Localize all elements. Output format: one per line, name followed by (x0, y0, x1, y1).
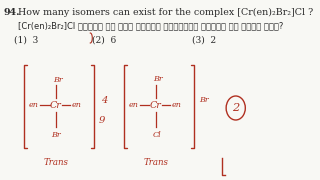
Text: Br: Br (51, 131, 61, 139)
Text: Br: Br (153, 75, 163, 83)
Text: Br: Br (199, 96, 209, 104)
Text: 2: 2 (232, 103, 239, 113)
Text: 4: 4 (101, 96, 107, 105)
Text: (1)  3: (1) 3 (14, 36, 39, 45)
Text: Br: Br (53, 76, 62, 84)
Text: Cr: Cr (50, 100, 62, 109)
Text: Cr: Cr (150, 100, 162, 109)
Text: 94.: 94. (4, 8, 20, 17)
Text: en: en (28, 101, 38, 109)
Text: (3)  2: (3) 2 (192, 36, 216, 45)
Text: en: en (72, 101, 82, 109)
Text: Trans: Trans (44, 158, 68, 167)
Text: en: en (129, 101, 138, 109)
Text: Trans: Trans (143, 158, 168, 167)
Text: (2)  6: (2) 6 (92, 36, 116, 45)
Text: How many isomers can exist for the complex [Cr(en)₂Br₂]Cl ?: How many isomers can exist for the compl… (18, 8, 313, 17)
Text: [Cr(en)₂Br₂]Cl संकुल के लिए कितने समावयवी मौजूद हो सकते हैं?: [Cr(en)₂Br₂]Cl संकुल के लिए कितने समावयव… (18, 21, 283, 30)
Text: Cl: Cl (153, 131, 162, 139)
Text: en: en (172, 101, 181, 109)
Text: 9: 9 (99, 116, 106, 125)
